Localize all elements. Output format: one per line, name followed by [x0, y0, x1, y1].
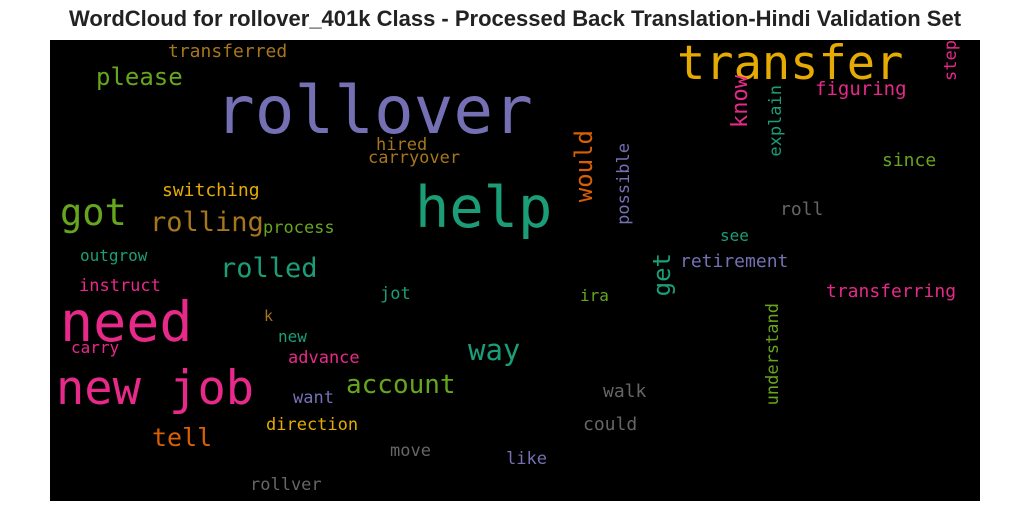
word-could: could [583, 414, 638, 435]
word-roll: roll [780, 199, 824, 220]
word-understand: understand [763, 303, 783, 406]
word-need: need [60, 290, 193, 354]
word-carry: carry [71, 338, 120, 357]
word-since: since [882, 150, 937, 171]
word-jot: jot [380, 284, 411, 304]
word-want: want [293, 388, 334, 408]
word-new-job: new job [56, 361, 255, 416]
word-new: new [278, 327, 307, 346]
word-k: k [264, 307, 274, 325]
word-outgrow: outgrow [80, 246, 148, 265]
word-transfer: transfer [677, 40, 904, 91]
word-please: please [96, 63, 183, 91]
word-get: get [648, 253, 676, 297]
word-explain: explain [766, 85, 786, 157]
word-rolling: rolling [150, 207, 264, 238]
word-cloud-canvas: rollover help need new job transfer got rollin… [50, 40, 980, 501]
word-advance: advance [288, 348, 360, 368]
word-tell: tell [152, 423, 213, 452]
word-help: help [415, 175, 553, 241]
word-see: see [720, 226, 749, 245]
word-got: got [60, 191, 127, 234]
word-retirement: retirement [680, 251, 789, 272]
word-transferring: transferring [826, 281, 957, 302]
word-transferred: transferred [168, 41, 288, 62]
word-like: like [506, 449, 547, 469]
word-rolled: rolled [220, 253, 318, 284]
word-hired: hired [376, 135, 428, 155]
word-carryover: carryover [368, 148, 461, 168]
word-way: way [468, 333, 521, 367]
word-know: know [728, 75, 753, 128]
word-would: would [570, 130, 598, 203]
word-instruct: instruct [79, 276, 161, 296]
word-ira: ira [580, 286, 609, 305]
chart-title: WordCloud for rollover_401k Class - Proc… [68, 6, 962, 31]
word-possible: possible [614, 143, 634, 225]
word-process: process [263, 218, 335, 238]
word-step: step [941, 40, 961, 81]
word-rollover: rollover [215, 72, 533, 149]
word-direction: direction [266, 415, 359, 435]
word-move: move [390, 441, 431, 461]
word-walk: walk [603, 381, 647, 402]
word-account: account [346, 370, 456, 400]
word-figuring: figuring [815, 78, 907, 100]
word-switching: switching [162, 180, 260, 201]
word-rollver: rollver [250, 475, 322, 495]
